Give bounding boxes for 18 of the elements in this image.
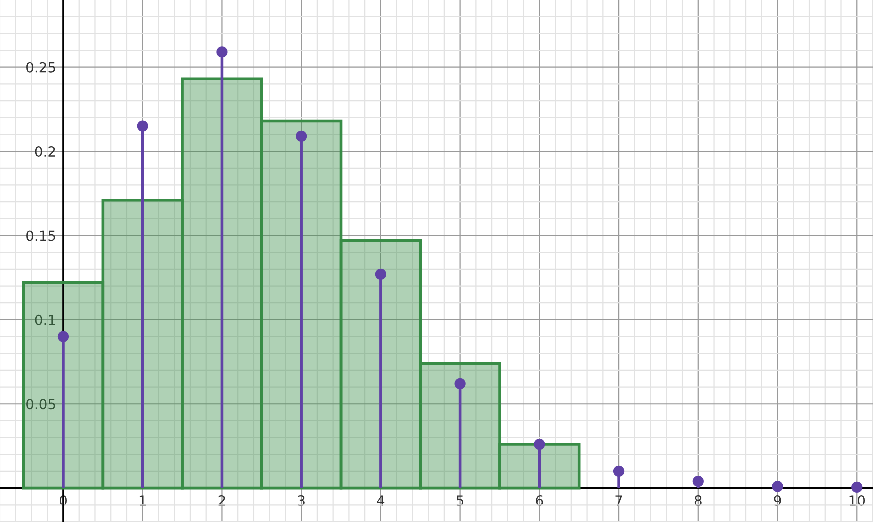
point bbox=[613, 466, 625, 478]
point bbox=[534, 438, 546, 450]
y-tick-label: 0.2 bbox=[35, 146, 56, 158]
point bbox=[296, 130, 308, 142]
point bbox=[454, 378, 466, 390]
y-tick-label: 0.05 bbox=[26, 399, 56, 410]
point bbox=[692, 476, 704, 488]
point bbox=[375, 268, 386, 280]
point bbox=[137, 120, 148, 132]
point bbox=[216, 46, 228, 58]
x-tick-label: 4 bbox=[377, 496, 385, 506]
y-tick-label: 0.15 bbox=[26, 230, 56, 242]
point bbox=[772, 481, 784, 492]
y-tick-label: 0.25 bbox=[26, 62, 56, 73]
point bbox=[852, 482, 863, 494]
point bbox=[58, 331, 70, 342]
x-tick-label: 7 bbox=[616, 496, 622, 506]
y-tick-label: 0.1 bbox=[35, 314, 56, 326]
